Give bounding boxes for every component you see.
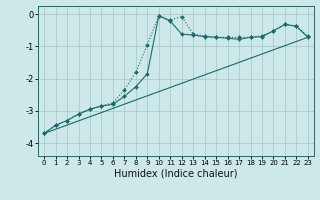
X-axis label: Humidex (Indice chaleur): Humidex (Indice chaleur): [114, 169, 238, 179]
